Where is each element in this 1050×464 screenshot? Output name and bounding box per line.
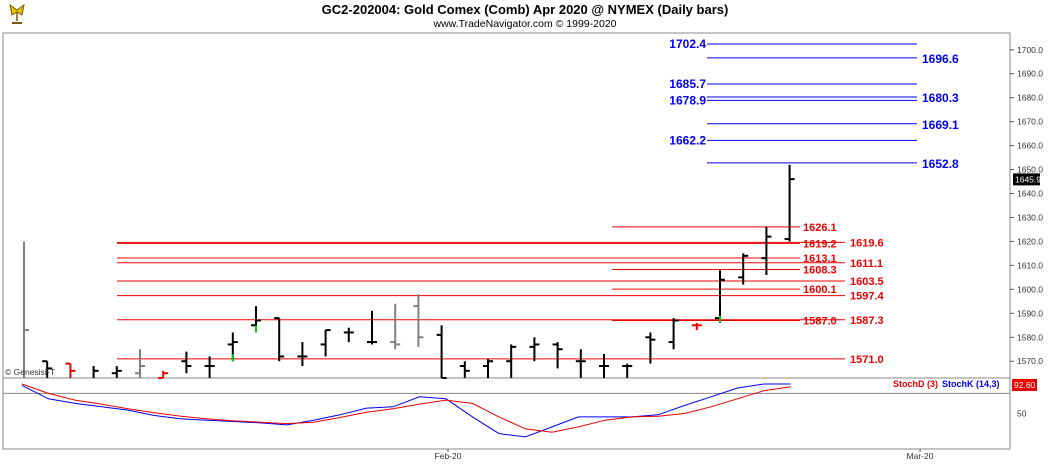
price-tick-label: 1660.0 bbox=[1017, 141, 1043, 151]
x-axis-label: Mar-20 bbox=[907, 451, 934, 461]
resistance-label: 1678.9 bbox=[669, 93, 706, 107]
ohlc-bar bbox=[645, 332, 656, 364]
ohlc-bar bbox=[483, 358, 493, 378]
support-label: 1619.6 bbox=[850, 237, 884, 249]
ohlc-bar bbox=[23, 241, 29, 378]
stoch-k-line bbox=[21, 383, 791, 438]
ohlc-bar bbox=[204, 356, 215, 378]
stoch-last-label: 92.60 bbox=[1014, 380, 1036, 390]
ohlc-bar bbox=[274, 317, 285, 362]
ohlc-bar bbox=[738, 253, 749, 285]
ohlc-bar bbox=[784, 164, 795, 242]
price-tick-label: 1570.0 bbox=[1017, 356, 1043, 366]
chart-title: GC2-202004: Gold Comex (Comb) Apr 2020 @… bbox=[321, 2, 729, 17]
ohlc-bar bbox=[413, 294, 424, 347]
price-tick-label: 1650.0 bbox=[1017, 165, 1043, 175]
price-tick-label: 1620.0 bbox=[1017, 236, 1043, 246]
ohlc-bar bbox=[506, 344, 517, 378]
ohlc-bar bbox=[251, 306, 261, 333]
ohlc-bar bbox=[42, 360, 53, 378]
ohlc-bar bbox=[135, 349, 145, 378]
price-tick-label: 1640.0 bbox=[1017, 189, 1043, 199]
price-tick-label: 1590.0 bbox=[1017, 308, 1043, 318]
ohlc-bar bbox=[622, 363, 633, 378]
resistance-label: 1662.2 bbox=[669, 133, 706, 147]
ohlc-bar bbox=[297, 342, 308, 367]
stoch-d-legend: StochD (3) bbox=[893, 379, 938, 389]
support-label: 1619.2 bbox=[803, 238, 837, 250]
ohlc-bar bbox=[92, 366, 99, 378]
chart-subtitle: www.TradeNavigator.com © 1999-2020 bbox=[433, 18, 617, 30]
resistance-label: 1702.4 bbox=[669, 37, 706, 51]
ohlc-bar bbox=[227, 332, 238, 362]
ohlc-bar bbox=[761, 227, 772, 275]
ohlc-bar bbox=[320, 329, 331, 357]
stoch-d-line bbox=[21, 383, 791, 433]
x-axis-label: Feb-20 bbox=[435, 451, 462, 461]
ohlc-bar bbox=[715, 270, 725, 323]
stoch-tick-label: 50 bbox=[1017, 409, 1027, 419]
support-label: 1603.5 bbox=[850, 276, 884, 288]
resistance-label: 1680.3 bbox=[922, 91, 959, 105]
ohlc-bar bbox=[436, 325, 447, 379]
price-tick-label: 1680.0 bbox=[1017, 93, 1043, 103]
ohlc-bar bbox=[459, 361, 470, 378]
support-label: 1571.0 bbox=[850, 354, 884, 366]
ohlc-bar bbox=[367, 310, 377, 345]
support-label: 1597.4 bbox=[850, 291, 885, 303]
ohlc-bar bbox=[552, 342, 563, 369]
price-tick-label: 1580.0 bbox=[1017, 332, 1043, 342]
price-tick-label: 1610.0 bbox=[1017, 260, 1043, 270]
price-tick-label: 1700.0 bbox=[1017, 45, 1043, 55]
ohlc-bar bbox=[529, 337, 540, 362]
ohlc-bar bbox=[691, 322, 702, 331]
price-tick-label: 1690.0 bbox=[1017, 69, 1043, 79]
support-label: 1608.3 bbox=[803, 264, 837, 276]
ohlc-bar bbox=[599, 354, 609, 378]
price-tick-label: 1630.0 bbox=[1017, 212, 1043, 222]
support-label: 1613.1 bbox=[803, 253, 837, 265]
ohlc-bar bbox=[158, 370, 169, 379]
ohlc-bar bbox=[65, 362, 76, 378]
resistance-label: 1652.8 bbox=[922, 157, 959, 171]
support-label: 1587.3 bbox=[850, 315, 884, 327]
stoch-k-legend: StochK (14,3) bbox=[942, 379, 1000, 389]
resistance-label: 1696.6 bbox=[922, 52, 959, 66]
ohlc-bar bbox=[575, 349, 586, 378]
last-price-label: 1645.9 bbox=[1015, 174, 1041, 184]
support-label: 1611.1 bbox=[850, 258, 883, 270]
support-label: 1587.0 bbox=[803, 316, 837, 328]
resistance-label: 1685.7 bbox=[669, 77, 706, 91]
last-price-box bbox=[1013, 173, 1040, 186]
price-tick-label: 1670.0 bbox=[1017, 117, 1043, 127]
support-label: 1626.1 bbox=[803, 222, 837, 234]
ohlc-bar bbox=[343, 327, 354, 343]
support-label: 1600.1 bbox=[803, 284, 837, 296]
ohlc-bar bbox=[111, 366, 122, 378]
ohlc-bar bbox=[181, 351, 192, 374]
trading-logo-icon bbox=[9, 3, 25, 24]
ohlc-bar bbox=[668, 318, 679, 350]
ohlc-bar bbox=[390, 303, 401, 350]
stoch-last-box bbox=[1012, 378, 1037, 391]
watermark-text: © GenesisFT bbox=[5, 367, 55, 377]
price-tick-label: 1600.0 bbox=[1017, 284, 1043, 294]
resistance-label: 1669.1 bbox=[922, 118, 959, 132]
